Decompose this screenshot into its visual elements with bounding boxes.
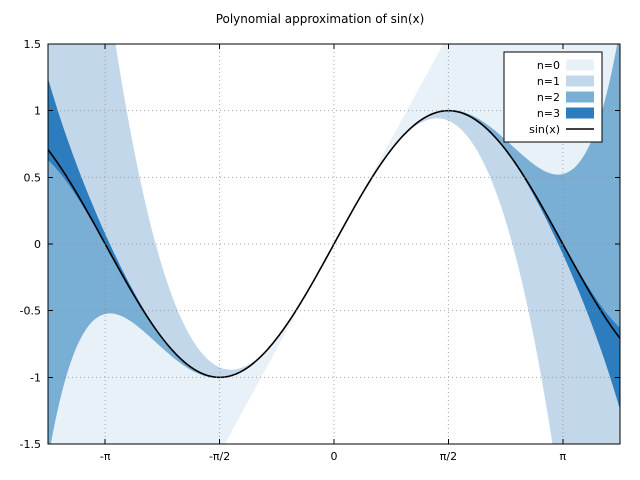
tick-labels: -π -π/2 0 π/2 π -1.5 -1 -0.5 0 0.5 1 1.5	[20, 38, 567, 463]
legend-label: n=0	[537, 59, 560, 72]
chart-title: Polynomial approximation of sin(x)	[215, 12, 425, 26]
legend-label: n=1	[537, 75, 560, 88]
x-tick-label: -π	[100, 450, 111, 463]
x-tick-label: π/2	[440, 450, 457, 463]
legend-swatch	[566, 75, 594, 87]
y-tick-label: 0.5	[24, 171, 42, 184]
legend: n=0 n=1 n=2 n=3 sin(x)	[503, 51, 603, 143]
x-tick-label: -π/2	[209, 450, 230, 463]
legend-swatch	[566, 59, 594, 71]
band-n=1	[48, 44, 620, 444]
y-tick-label: 1.5	[24, 38, 42, 51]
x-tick-label: π	[559, 450, 566, 463]
legend-swatch	[566, 91, 594, 103]
y-tick-label: 1	[34, 105, 41, 118]
legend-label: n=2	[537, 91, 560, 104]
tick-marks	[48, 43, 620, 445]
legend-swatch	[566, 107, 594, 119]
y-tick-label: -0.5	[20, 305, 41, 318]
legend-label: n=3	[537, 107, 560, 120]
y-tick-label: -1	[30, 371, 41, 384]
y-tick-label: -1.5	[20, 438, 41, 451]
y-tick-label: 0	[34, 238, 41, 251]
x-tick-label: 0	[331, 450, 338, 463]
legend-label: sin(x)	[529, 123, 560, 136]
